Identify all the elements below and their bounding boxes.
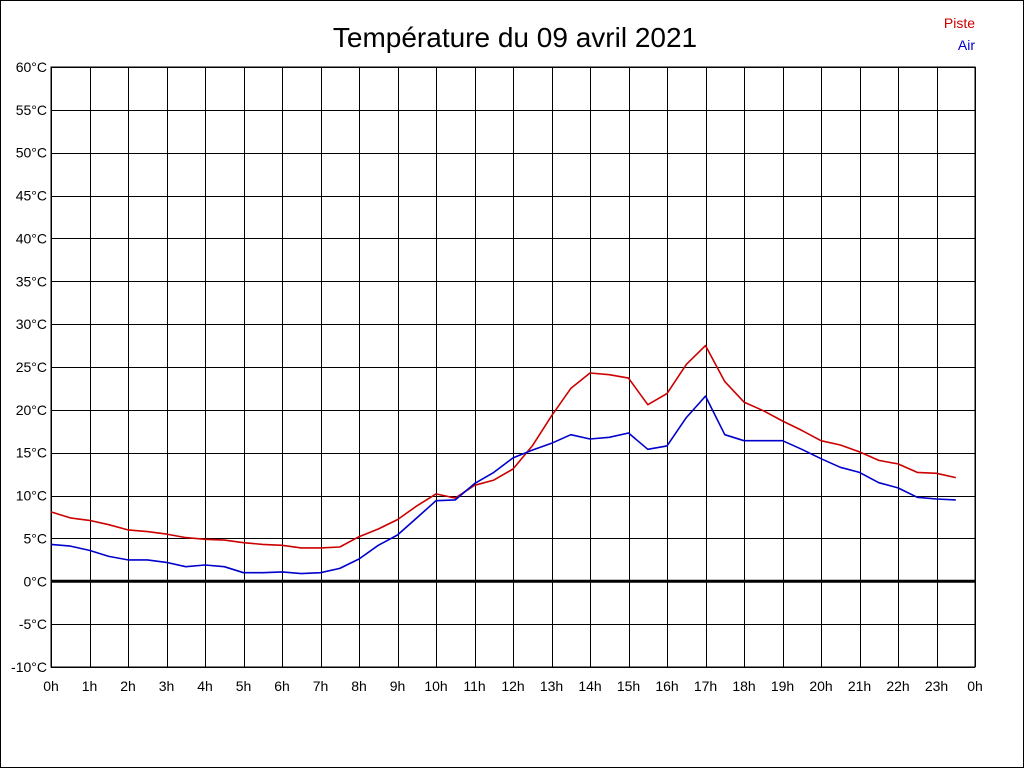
series-line-air: [50, 395, 956, 575]
y-tick-label: 5°C: [24, 530, 48, 546]
x-tick-label: 22h: [886, 678, 909, 694]
y-tick-label: 25°C: [16, 359, 47, 375]
x-tick-label: 15h: [617, 678, 640, 694]
y-tick-label: 35°C: [16, 273, 47, 289]
grid: [51, 67, 976, 668]
x-axis-ticks: 0h 1h 2h 3h 4h 5h 6h 7h 8h 9h 10h 11h 12h 13h 14h 15h 16…: [43, 678, 983, 694]
x-tick-label: 4h: [197, 678, 213, 694]
x-tick-label: 17h: [694, 678, 717, 694]
x-tick-label: 16h: [655, 678, 678, 694]
x-tick-label: 0h: [43, 678, 59, 694]
x-tick-label: 14h: [578, 678, 601, 694]
legend: Piste Air: [944, 15, 975, 53]
x-tick-label: 12h: [501, 678, 524, 694]
x-tick-label: 0h: [967, 678, 983, 694]
y-tick-label: -5°C: [19, 616, 47, 632]
x-tick-label: 18h: [732, 678, 755, 694]
series-line-piste: [50, 344, 956, 549]
x-tick-label: 11h: [463, 678, 485, 694]
x-tick-label: 7h: [313, 678, 329, 694]
y-tick-label: 30°C: [16, 316, 47, 332]
x-tick-label: 6h: [274, 678, 290, 694]
x-tick-label: 5h: [236, 678, 252, 694]
x-tick-label: 10h: [424, 678, 447, 694]
x-tick-label: 3h: [159, 678, 175, 694]
x-tick-label: 8h: [351, 678, 367, 694]
y-tick-label: 60°C: [16, 59, 47, 75]
chart-title: Température du 09 avril 2021: [333, 22, 697, 53]
y-tick-label: 10°C: [16, 488, 47, 504]
x-tick-label: 13h: [540, 678, 563, 694]
x-tick-label: 19h: [771, 678, 794, 694]
x-tick-label: 21h: [848, 678, 871, 694]
x-tick-label: 1h: [82, 678, 98, 694]
series-group: [50, 344, 956, 575]
y-tick-label: 20°C: [16, 402, 47, 418]
legend-entry-air: Air: [958, 37, 975, 53]
x-tick-label: 9h: [390, 678, 406, 694]
y-tick-label: 45°C: [16, 188, 47, 204]
y-tick-label: 0°C: [24, 573, 48, 589]
legend-entry-piste: Piste: [944, 15, 975, 31]
y-tick-label: 15°C: [16, 445, 47, 461]
y-tick-label: 40°C: [16, 230, 47, 246]
y-tick-label: -10°C: [11, 659, 47, 675]
y-axis-ticks: -10°C -5°C 0°C 5°C 10°C 15°C 20°C 25°C 30°C 35°C 4…: [11, 59, 47, 675]
y-tick-label: 55°C: [16, 102, 47, 118]
y-tick-label: 50°C: [16, 145, 47, 161]
x-tick-label: 20h: [809, 678, 832, 694]
x-tick-label: 2h: [120, 678, 136, 694]
x-tick-label: 23h: [925, 678, 948, 694]
